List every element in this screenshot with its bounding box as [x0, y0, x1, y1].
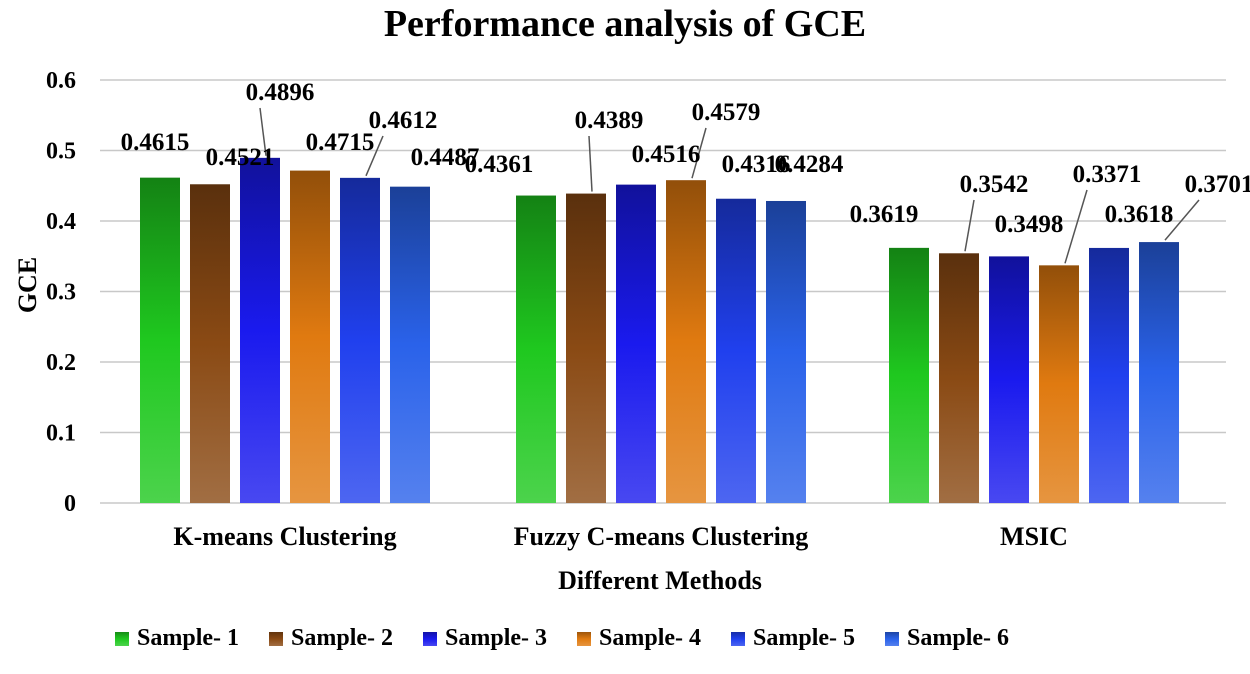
data-label: 0.3371 — [1073, 161, 1142, 188]
bar-sample-3-1 — [616, 184, 656, 503]
gridlines — [100, 79, 1226, 504]
data-label: 0.3498 — [995, 211, 1064, 238]
leader-line — [964, 199, 975, 252]
data-label: 0.4389 — [575, 107, 644, 134]
y-tick-label: 0.2 — [46, 350, 76, 376]
data-label: 0.3701 — [1185, 171, 1250, 198]
data-label: 0.3618 — [1105, 201, 1174, 228]
data-label: 0.4284 — [775, 151, 844, 178]
bar-sample-5-1 — [716, 198, 756, 504]
data-labels: 0.46150.45210.48960.47150.46120.44870.43… — [121, 79, 1250, 238]
legend-label: Sample- 6 — [907, 625, 1009, 651]
data-label: 0.4487 — [411, 144, 480, 171]
data-label: 0.4316 — [722, 151, 791, 178]
bar-sample-2-0 — [190, 184, 230, 503]
bar-sample-6-0 — [390, 186, 430, 503]
data-label: 0.4521 — [206, 144, 275, 171]
bar-sample-3-2 — [989, 256, 1029, 503]
bar-sample-5-0 — [340, 177, 380, 503]
bar-sample-4-2 — [1039, 265, 1079, 503]
leader-line — [1164, 199, 1200, 241]
bar-sample-5-2 — [1089, 247, 1129, 503]
leader-line — [691, 127, 707, 179]
legend-item: Sample- 4 — [577, 625, 701, 652]
data-label: 0.4612 — [369, 107, 438, 134]
bar-sample-1-2 — [889, 247, 929, 503]
legend-swatch — [423, 631, 437, 646]
data-label: 0.4516 — [632, 141, 701, 168]
legend-label: Sample- 4 — [599, 625, 701, 651]
y-tick-label: 0.1 — [46, 421, 76, 447]
bars — [140, 157, 1179, 504]
legend-swatch — [269, 631, 283, 646]
y-tick-label: 0.4 — [46, 209, 76, 235]
data-label: 0.4896 — [246, 79, 315, 106]
bar-sample-2-2 — [939, 253, 979, 503]
legend-label: Sample- 1 — [137, 625, 239, 651]
x-category-label: K-means Clustering — [173, 522, 396, 551]
legend: Sample- 1 Sample- 2 Sample- 3 Sample- 4 Samp… — [115, 625, 1009, 652]
bar-sample-1-1 — [516, 195, 556, 503]
y-tick-label: 0.6 — [46, 68, 76, 94]
bar-sample-6-1 — [766, 200, 806, 503]
bar-sample-4-0 — [290, 170, 330, 503]
data-label: 0.3542 — [960, 171, 1029, 198]
y-tick-label: 0.5 — [46, 139, 76, 165]
legend-label: Sample- 3 — [445, 625, 547, 651]
bar-sample-1-0 — [140, 177, 180, 503]
bar-sample-4-1 — [666, 180, 706, 504]
legend-label: Sample- 2 — [291, 625, 393, 651]
legend-item: Sample- 3 — [423, 625, 547, 652]
data-label: 0.4361 — [465, 151, 534, 178]
chart-title: Performance analysis of GCE — [383, 3, 867, 45]
x-axis-label: Different Methods — [558, 566, 762, 595]
leader-lines — [259, 107, 1200, 264]
leader-line — [588, 135, 593, 192]
legend-swatch — [885, 631, 899, 646]
legend-item: Sample- 5 — [731, 625, 855, 652]
legend-item: Sample- 6 — [885, 625, 1009, 652]
bar-sample-6-2 — [1139, 242, 1179, 503]
leader-line — [259, 107, 267, 156]
y-axis-ticks: 0 0.1 0.2 0.3 0.4 0.5 0.6 — [46, 68, 76, 517]
data-label: 0.4579 — [692, 99, 761, 126]
legend-swatch — [577, 631, 591, 646]
data-label: 0.4615 — [121, 129, 190, 156]
legend-swatch — [731, 631, 745, 646]
x-category-label: MSIC — [1000, 522, 1068, 551]
legend-item: Sample- 1 — [115, 625, 239, 652]
legend-label: Sample- 5 — [753, 625, 855, 651]
y-tick-label: 0 — [64, 491, 76, 517]
data-label: 0.3619 — [850, 201, 919, 228]
x-axis-categories: K-means Clustering Fuzzy C-means Clusteri… — [173, 522, 1068, 551]
legend-item: Sample- 2 — [269, 625, 393, 652]
data-label: 0.4715 — [306, 129, 375, 156]
y-tick-label: 0.3 — [46, 280, 76, 306]
bar-sample-2-1 — [566, 193, 606, 503]
leader-line — [1064, 189, 1088, 264]
x-category-label: Fuzzy C-means Clustering — [514, 522, 809, 551]
bar-sample-3-0 — [240, 157, 280, 503]
legend-swatch — [115, 631, 129, 646]
leader-line — [365, 135, 384, 177]
